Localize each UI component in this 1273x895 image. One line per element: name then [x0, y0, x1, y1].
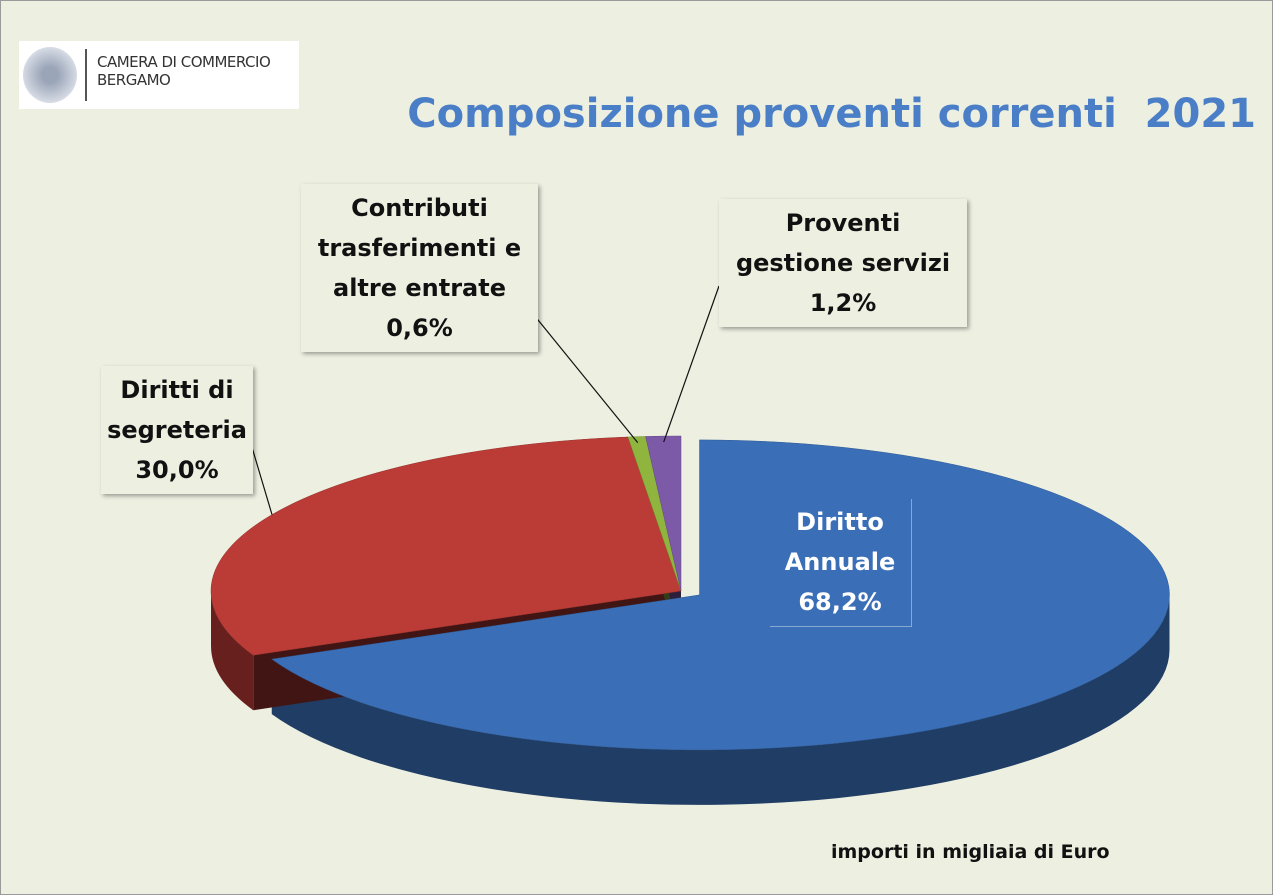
pie-slice: [645, 435, 682, 592]
category-label: Diritti di segreteria: [107, 376, 247, 444]
chart-title: Composizione proventi correnti 2021: [407, 91, 1256, 137]
note: importi in migliaia di Euro: [831, 841, 1110, 863]
category-label: Diritto Annuale: [784, 508, 896, 576]
pie-side: [211, 591, 254, 711]
logo: CAMERA DI COMMERCIO BERGAMO: [19, 41, 299, 109]
leader-line: [520, 298, 639, 444]
leader-line: [663, 285, 720, 443]
org-name: CAMERA DI COMMERCIO BERGAMO: [97, 53, 271, 89]
data-label: Diritto Annuale 68,2%: [769, 498, 911, 626]
data-label: Diritti di segreteria 30,0%: [101, 366, 253, 494]
value-label: 0,6%: [386, 314, 453, 342]
category-label: Proventi gestione servizi: [735, 209, 951, 277]
value-label: 30,0%: [135, 456, 219, 484]
value-label: 68,2%: [798, 588, 882, 616]
pie-slice: [271, 439, 1170, 751]
pie-side: [271, 594, 1170, 805]
data-label: Contributi trasferimenti e altre entrate…: [301, 184, 538, 352]
divider: [85, 49, 87, 101]
value-label: 1,2%: [809, 289, 877, 317]
data-label: Proventi gestione servizi 1,2%: [719, 199, 967, 327]
emblem: [23, 47, 77, 103]
category-label: Contributi trasferimenti e altre entrate: [317, 194, 522, 302]
